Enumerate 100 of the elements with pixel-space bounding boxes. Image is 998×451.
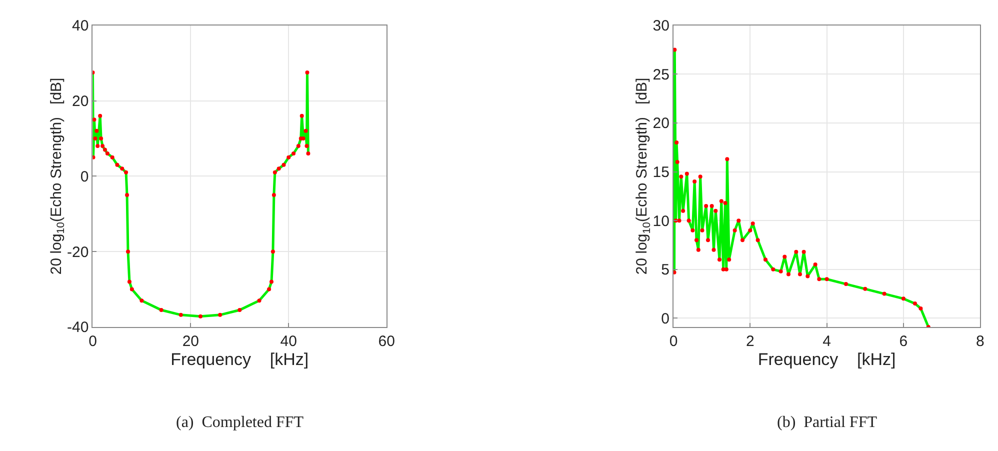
point xyxy=(782,254,787,259)
point xyxy=(269,280,274,284)
point xyxy=(94,128,99,133)
point xyxy=(679,174,684,179)
point xyxy=(304,144,309,148)
point xyxy=(272,170,277,174)
point xyxy=(750,222,755,226)
point xyxy=(126,250,130,254)
point xyxy=(92,155,96,160)
point xyxy=(901,296,906,301)
x-tick-label: 40 xyxy=(280,332,297,350)
text: (a) Completed FFT xyxy=(176,414,304,431)
y-tick-label: 20 xyxy=(72,93,89,110)
point xyxy=(717,258,722,262)
point xyxy=(292,152,296,156)
point xyxy=(696,248,700,252)
point xyxy=(270,250,275,254)
point xyxy=(700,228,704,232)
point xyxy=(786,272,790,276)
point xyxy=(140,298,144,303)
point xyxy=(305,70,310,74)
point xyxy=(286,155,291,160)
point xyxy=(257,298,262,303)
point xyxy=(918,306,923,310)
point xyxy=(272,193,276,198)
point xyxy=(732,228,737,232)
point xyxy=(725,157,730,162)
point xyxy=(723,201,728,206)
y-tick-label: -40 xyxy=(67,319,89,336)
x-tick-label: 60 xyxy=(378,332,395,350)
point xyxy=(276,166,281,171)
point xyxy=(740,238,744,242)
point xyxy=(267,287,272,292)
point xyxy=(710,204,714,208)
y-tick-label: 40 xyxy=(72,18,89,35)
point xyxy=(238,308,242,312)
point xyxy=(100,144,105,148)
point xyxy=(681,208,686,213)
text: (b) Partial FFT xyxy=(777,414,878,431)
y-tick-label: 0 xyxy=(661,310,670,328)
point xyxy=(178,312,183,317)
point xyxy=(694,238,698,242)
point xyxy=(673,48,677,52)
point xyxy=(817,277,822,282)
point xyxy=(96,144,100,148)
x-tick-label: 4 xyxy=(822,332,831,350)
x-tick-label: 8 xyxy=(976,332,984,350)
point xyxy=(98,114,102,118)
x-tick-label: 2 xyxy=(746,332,754,350)
point xyxy=(674,140,679,144)
y-tick-label: 5 xyxy=(661,262,670,279)
point xyxy=(130,287,134,292)
x-axis-title: Frequency [kHz] xyxy=(758,350,896,369)
point xyxy=(124,170,128,174)
point xyxy=(159,308,164,312)
point xyxy=(296,144,300,148)
point xyxy=(802,250,806,254)
point xyxy=(677,218,682,223)
y-tick-label: 25 xyxy=(652,66,670,84)
point xyxy=(110,155,114,160)
y-tick-label: 30 xyxy=(652,18,670,35)
point xyxy=(724,267,728,272)
point xyxy=(704,204,708,208)
point xyxy=(698,174,702,179)
point xyxy=(794,250,798,254)
point xyxy=(218,312,222,317)
point xyxy=(714,208,718,213)
point xyxy=(706,238,710,242)
point xyxy=(99,136,104,140)
point xyxy=(690,228,695,232)
point xyxy=(763,258,768,262)
point xyxy=(115,162,120,167)
point xyxy=(778,269,783,274)
point xyxy=(125,193,130,198)
point xyxy=(304,128,308,133)
point xyxy=(684,172,689,176)
y-tick-label: 10 xyxy=(652,212,670,230)
x-tick-label: 20 xyxy=(182,332,200,350)
x-tick-label: 6 xyxy=(899,332,908,350)
point xyxy=(727,258,732,262)
point xyxy=(863,286,868,291)
point xyxy=(93,136,98,140)
y-tick-label: 15 xyxy=(652,164,670,182)
point xyxy=(712,248,716,252)
point xyxy=(912,302,917,306)
x-axis-title: Frequency [kHz] xyxy=(170,350,309,369)
point xyxy=(686,218,691,223)
point xyxy=(719,199,724,204)
point xyxy=(105,152,110,156)
point xyxy=(692,180,697,184)
point xyxy=(282,162,286,167)
y-tick-label: 0 xyxy=(80,168,89,186)
point xyxy=(102,148,107,152)
point xyxy=(771,267,776,272)
point xyxy=(127,280,132,284)
point xyxy=(198,314,202,318)
y-tick-label: 20 xyxy=(652,115,670,132)
point xyxy=(813,262,818,267)
point xyxy=(300,114,304,118)
point xyxy=(736,218,741,223)
